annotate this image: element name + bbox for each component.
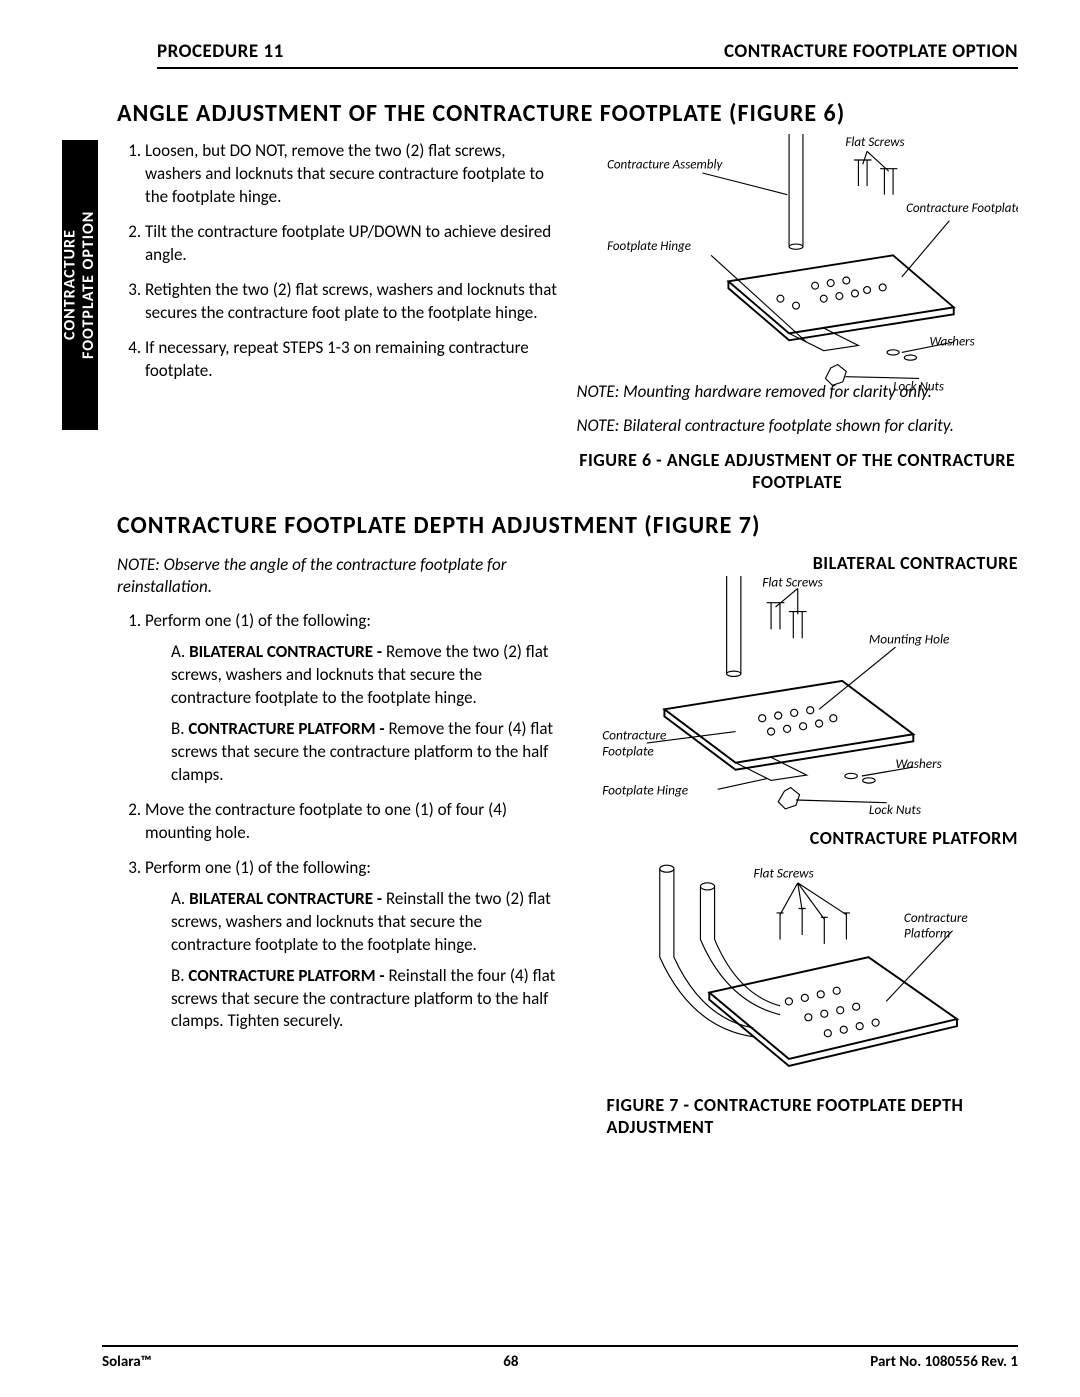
header-bar: PROCEDURE 11 CONTRACTURE FOOTPLATE OPTIO…: [157, 40, 1018, 69]
fig7a-label: Washers: [895, 755, 942, 772]
section2-step3: Perform one (1) of the following: A. BIL…: [145, 857, 559, 1034]
step-text: Perform one (1) of the following:: [145, 857, 371, 878]
header-right: CONTRACTURE FOOTPLATE OPTION: [724, 40, 1018, 63]
figure6-svg: Contracture Assembly Flat Screws Contrac…: [577, 134, 1019, 394]
sub-lead: CONTRACTURE PLATFORM -: [188, 965, 384, 986]
fig7b-label: Flat Screws: [753, 865, 814, 882]
figure6-note2: NOTE: Bilateral contracture footplate sh…: [577, 415, 1019, 437]
sub-lead: CONTRACTURE PLATFORM -: [188, 718, 384, 739]
fig7a-label: Mounting Hole: [868, 631, 949, 648]
section2-step1: Perform one (1) of the following: A. BIL…: [145, 610, 559, 787]
figure7-head-b: CONTRACTURE PLATFORM: [577, 827, 1019, 849]
fig7a-label: Footplate Hinge: [602, 782, 688, 799]
svg-text:Platform: Platform: [903, 925, 949, 942]
svg-text:Contracture: Contracture: [602, 727, 666, 744]
fig7a-label: Contracture: [602, 727, 666, 744]
fig7b-label: Contracture: [903, 909, 967, 926]
figure7b-svg: Flat Screws Contracture Platform: [577, 851, 1019, 1081]
fig7b-label: Platform: [903, 925, 949, 942]
step1b: B. CONTRACTURE PLATFORM - Remove the fou…: [171, 718, 559, 787]
fig6-label: Contracture Assembly: [607, 158, 723, 173]
step3b: B. CONTRACTURE PLATFORM - Reinstall the …: [171, 965, 559, 1034]
section1-step: If necessary, repeat STEPS 1-3 on remain…: [145, 337, 559, 383]
section1-title: ANGLE ADJUSTMENT OF THE CONTRACTURE FOOT…: [117, 99, 1018, 128]
svg-text:Contracture: Contracture: [903, 909, 967, 926]
step-text: Perform one (1) of the following:: [145, 610, 371, 631]
fig6-label: Contracture Footplate: [906, 201, 1018, 216]
figure7-head-a: BILATERAL CONTRACTURE: [577, 552, 1019, 574]
section2-note: NOTE: Observe the angle of the contractu…: [117, 554, 559, 598]
fig6-label: Footplate Hinge: [607, 239, 691, 254]
fig6-label: Flat Screws: [845, 135, 904, 150]
section1-step: Loosen, but DO NOT, remove the two (2) f…: [145, 140, 559, 209]
fig7a-label: Flat Screws: [762, 576, 823, 591]
figure7a-svg: Flat Screws Mounting Hole Contracture Fo…: [577, 576, 1019, 816]
figure6-caption: FIGURE 6 - ANGLE ADJUSTMENT OF THE CONTR…: [577, 449, 1019, 493]
section1-step: Tilt the contracture footplate UP/DOWN t…: [145, 221, 559, 267]
svg-text:Footplate: Footplate: [602, 743, 654, 760]
footer-center: 68: [503, 1353, 518, 1371]
section1-steps: Loosen, but DO NOT, remove the two (2) f…: [117, 140, 559, 382]
section2-title: CONTRACTURE FOOTPLATE DEPTH ADJUSTMENT (…: [117, 511, 1018, 540]
fig6-label: Washers: [929, 334, 974, 349]
figure7a: Flat Screws Mounting Hole Contracture Fo…: [577, 576, 1019, 821]
sub-lead: BILATERAL CONTRACTURE -: [189, 888, 382, 909]
side-tab: CONTRACTUREFOOTPLATE OPTION: [62, 140, 98, 430]
footer-right: Part No. 1080556 Rev. 1: [870, 1353, 1018, 1371]
footer: Solara™ 68 Part No. 1080556 Rev. 1: [102, 1345, 1018, 1371]
figure7-caption: FIGURE 7 - CONTRACTURE FOOTPLATE DEPTH A…: [607, 1094, 1019, 1138]
figure6: Contracture Assembly Flat Screws Contrac…: [577, 134, 1019, 399]
header-left: PROCEDURE 11: [157, 40, 284, 63]
section2-steps: Perform one (1) of the following: A. BIL…: [117, 610, 559, 1033]
footer-left: Solara™: [102, 1353, 151, 1371]
sub-lead: BILATERAL CONTRACTURE -: [189, 641, 382, 662]
step1a: A. BILATERAL CONTRACTURE - Remove the tw…: [171, 641, 559, 710]
figure7b: Flat Screws Contracture Platform: [577, 851, 1019, 1086]
fig7a-label: Lock Nuts: [868, 801, 921, 816]
step3a: A. BILATERAL CONTRACTURE - Reinstall the…: [171, 888, 559, 957]
fig7a-label: Footplate: [602, 743, 654, 760]
section2-step2: Move the contracture footplate to one (1…: [145, 799, 559, 845]
section1-step: Retighten the two (2) flat screws, washe…: [145, 279, 559, 325]
